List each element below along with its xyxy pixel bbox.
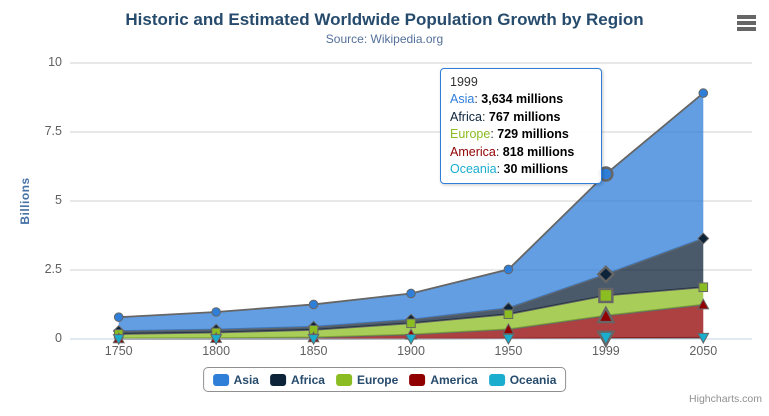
tooltip-series-value: 818 millions: [502, 144, 575, 159]
y-tick-label: 5: [55, 193, 62, 207]
legend-swatch: [335, 373, 352, 386]
marker-europe-1900[interactable]: [406, 318, 416, 329]
legend-label: Africa: [290, 372, 325, 387]
tooltip-series-value: 767 millions: [488, 109, 561, 124]
marker-europe-2050[interactable]: [698, 282, 709, 293]
marker-oceania-1950[interactable]: [502, 333, 515, 345]
legend-items: Asia Africa Europe America Oceania: [212, 372, 557, 387]
marker-oceania-1900[interactable]: [404, 334, 418, 346]
marker-asia-1800[interactable]: [211, 307, 221, 317]
tooltip-row-europe: Europe: 729 millions: [450, 127, 569, 142]
y-tick-label: 2.5: [44, 262, 62, 276]
legend-label: Asia: [233, 372, 259, 387]
tooltip: 1999 Asia: 3,634 millions Africa: 767 mil…: [440, 68, 602, 185]
tooltip-row-asia: Asia: 3,634 millions: [450, 92, 564, 107]
legend-item-asia[interactable]: Asia: [212, 372, 259, 387]
marker-oceania-1800[interactable]: [209, 334, 223, 346]
tooltip-series-name: Asia: [450, 92, 475, 107]
marker-asia-1850[interactable]: [308, 299, 319, 310]
x-tick-label: 1900: [397, 344, 425, 358]
marker-america-1999[interactable]: [596, 305, 616, 324]
marker-asia-1900[interactable]: [406, 288, 416, 299]
y-tick-label: 7.5: [44, 124, 62, 138]
legend-item-europe[interactable]: Europe: [335, 372, 399, 387]
marker-america-1950[interactable]: [502, 322, 515, 335]
legend-item-africa[interactable]: Africa: [269, 372, 325, 387]
marker-america-2050[interactable]: [697, 298, 710, 310]
marker-asia-2050[interactable]: [698, 88, 709, 98]
tooltip-rows: Asia: 3,634 millions Africa: 767 millions…: [450, 91, 592, 178]
marker-africa-1999[interactable]: [596, 265, 616, 284]
chart-subtitle: Source: Wikipedia.org: [325, 32, 444, 46]
legend-swatch: [488, 373, 505, 386]
legend-label: Europe: [356, 372, 399, 387]
x-tick-label: 1800: [202, 344, 231, 358]
legend-swatch: [409, 373, 426, 386]
x-tick-label: 1750: [104, 344, 133, 358]
legend-item-oceania[interactable]: Oceania: [488, 372, 557, 387]
tooltip-row-oceania: Oceania: 30 millions: [450, 162, 569, 177]
legend-swatch: [269, 373, 286, 386]
marker-oceania-2050[interactable]: [697, 332, 710, 345]
tooltip-series-value: 30 millions: [503, 162, 569, 177]
marker-oceania-1750[interactable]: [112, 334, 125, 346]
marker-asia-1950[interactable]: [503, 264, 514, 275]
credits-link[interactable]: Highcharts.com: [689, 393, 762, 405]
chart-title: Historic and Estimated Worldwide Populat…: [125, 10, 644, 29]
context-menu-button[interactable]: [734, 13, 760, 35]
tooltip-series-name: America: [450, 144, 496, 159]
marker-asia-1750[interactable]: [113, 312, 124, 322]
area-asia[interactable]: [118, 93, 704, 332]
tooltip-series-name: Africa: [450, 109, 482, 124]
legend: Asia Africa Europe America Oceania: [202, 367, 567, 392]
tooltip-series-value: 3,634 millions: [481, 92, 564, 107]
legend-swatch: [212, 373, 229, 386]
tooltip-header: 1999: [450, 75, 478, 89]
area-america[interactable]: [118, 304, 704, 339]
area-africa[interactable]: [118, 238, 704, 334]
marker-europe-1950[interactable]: [503, 309, 514, 319]
legend-item-america[interactable]: America: [409, 372, 478, 387]
marker-oceania-1850[interactable]: [307, 334, 320, 346]
hamburger-icon: [737, 15, 757, 31]
marker-oceania-1999[interactable]: [596, 330, 616, 349]
x-tick-label: 1999: [591, 344, 620, 358]
x-tick-label: 1850: [299, 344, 328, 358]
legend-label: America: [430, 372, 478, 387]
marker-europe-1999[interactable]: [598, 287, 614, 304]
tooltip-row-america: America: 818 millions: [450, 144, 575, 159]
y-tick-label: 10: [48, 55, 62, 69]
y-tick-label: 0: [55, 331, 62, 345]
x-tick-label: 2050: [689, 344, 718, 358]
tooltip-series-name: Europe: [450, 127, 491, 142]
x-tick-label: 1950: [494, 344, 523, 358]
legend-label: Oceania: [509, 372, 557, 387]
marker-africa-2050[interactable]: [697, 232, 710, 245]
tooltip-row-africa: Africa: 767 millions: [450, 109, 561, 124]
tooltip-series-value: 729 millions: [497, 127, 569, 142]
tooltip-series-name: Oceania: [450, 162, 497, 177]
